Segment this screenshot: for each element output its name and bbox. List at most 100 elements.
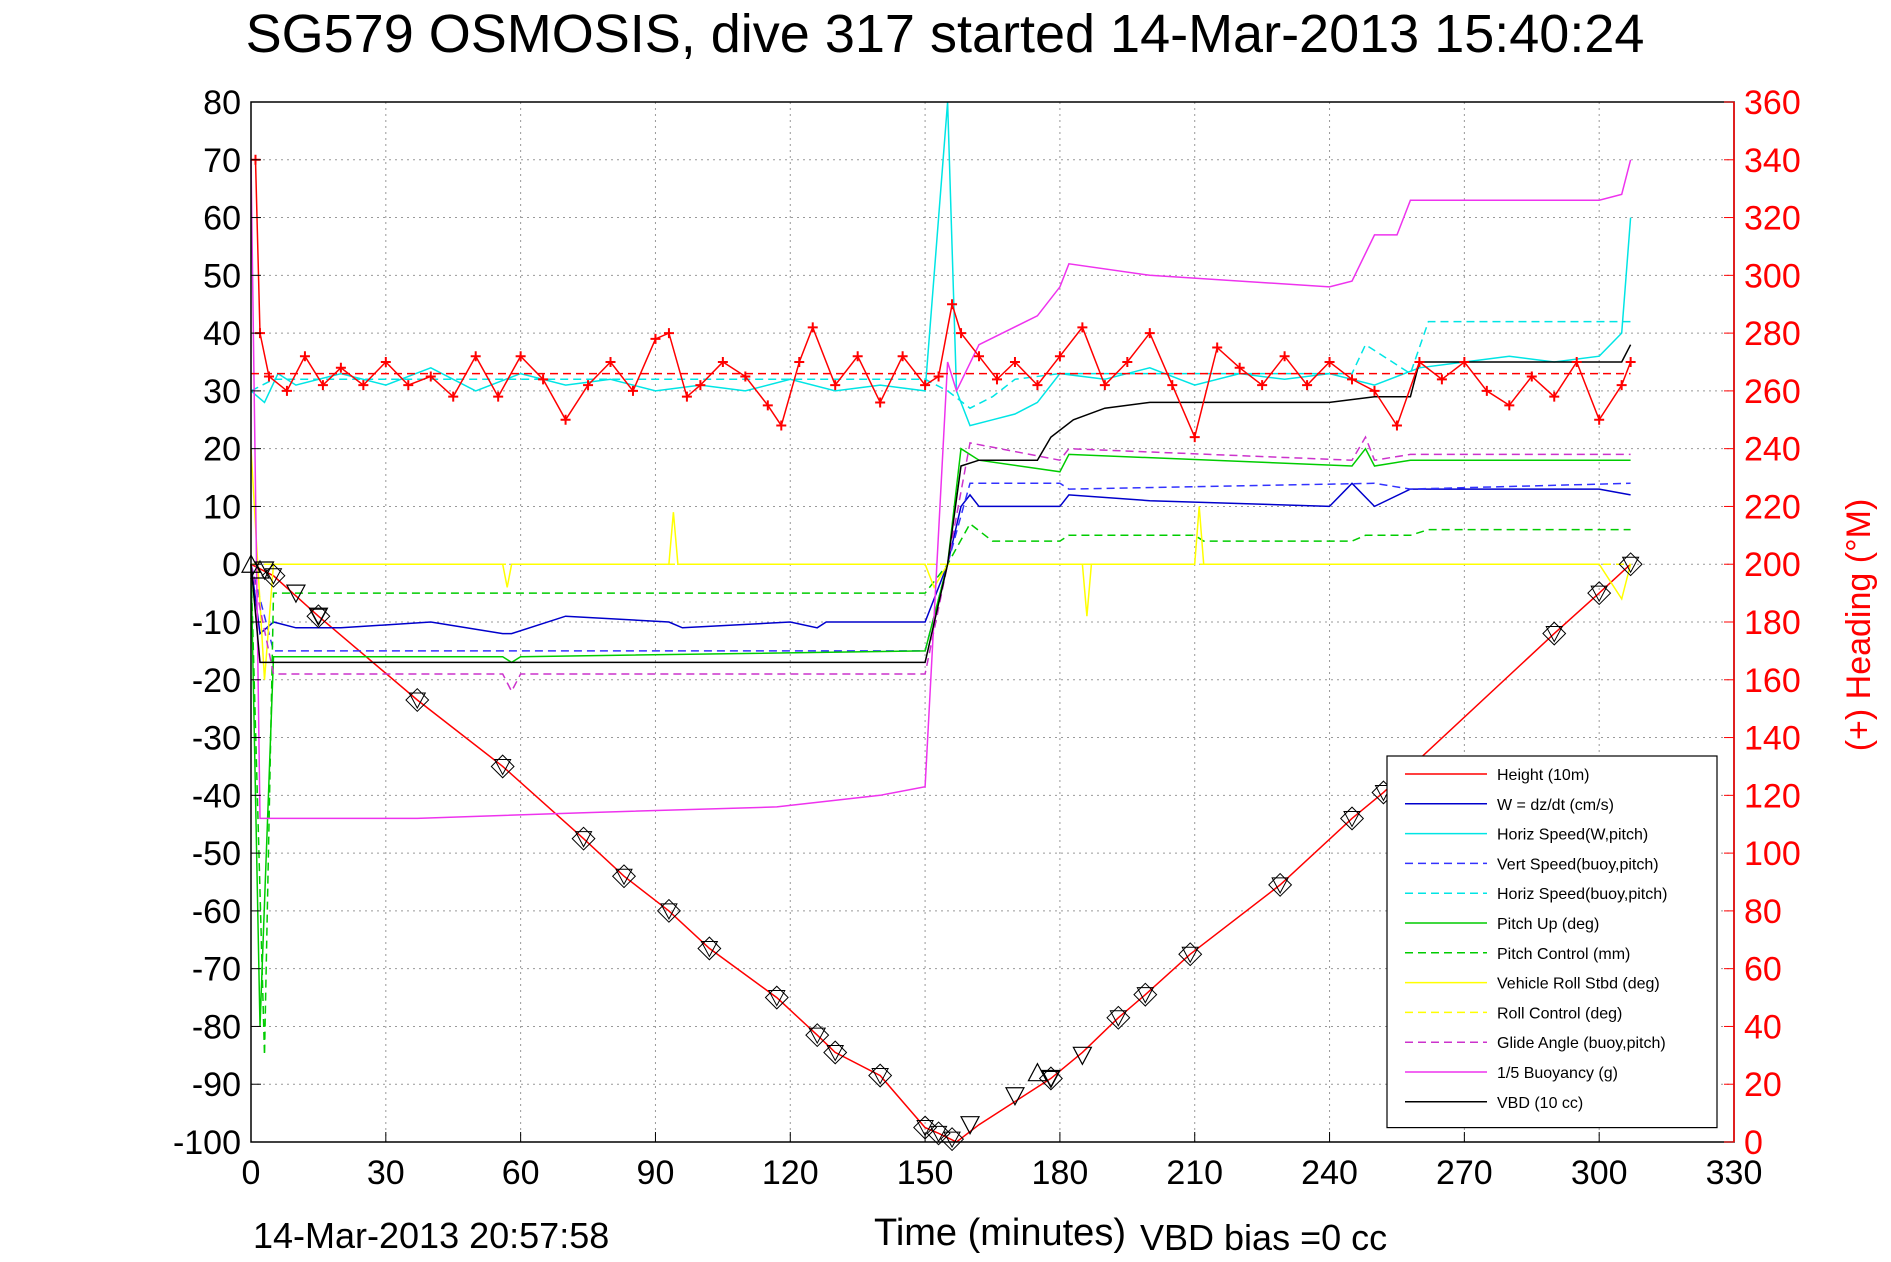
x-tick-label: 300: [1571, 1154, 1628, 1192]
heading-line: [254, 159, 1632, 440]
legend-label: Glide Angle (buoy,pitch): [1497, 1035, 1666, 1052]
depth-triangle-marker: [264, 568, 283, 585]
depth-triangle-marker: [1621, 556, 1640, 574]
heading-point: [1625, 357, 1636, 367]
y2-tick-label: 120: [1744, 777, 1801, 815]
depth-box-marker: [1587, 581, 1612, 606]
heading-point: [1436, 374, 1447, 385]
y-tick-label: 40: [203, 315, 241, 353]
footer-timestamp: 14-Mar-2013 20:57:58: [253, 1215, 609, 1256]
y-tick-label: 60: [203, 200, 241, 238]
heading-point: [380, 357, 391, 367]
heading-point: [358, 380, 369, 391]
heading-point: [974, 351, 985, 362]
heading-point: [920, 380, 931, 391]
heading-point: [794, 357, 805, 367]
x-tick-label: 150: [897, 1154, 954, 1192]
depth-triangle-up: [249, 559, 270, 579]
x-tick-label: 60: [502, 1154, 540, 1192]
heading-point: [1347, 374, 1358, 385]
x-tick-label: 210: [1166, 1154, 1223, 1192]
heading-point: [493, 391, 504, 402]
depth-triangle-marker: [493, 758, 512, 776]
depth-box-marker: [913, 1115, 938, 1140]
legend-label: Vehicle Roll Stbd (deg): [1497, 976, 1660, 993]
heading-point: [933, 371, 944, 382]
legend: Height (10m) W = dz/dt (cm/s) Horiz Speed(…: [1386, 755, 1718, 1129]
series-line-6: [250, 522, 1631, 1056]
y2-tick-label: 40: [1744, 1008, 1782, 1046]
heading-point: [317, 380, 328, 391]
heading-point: [830, 380, 841, 391]
y-tick-label: -60: [192, 893, 241, 931]
depth-box-marker: [1133, 982, 1158, 1007]
depth-box-marker: [1106, 1005, 1131, 1030]
y-tick-label: -90: [192, 1066, 241, 1104]
depth-triangle-down: [254, 561, 275, 581]
heading-point: [1189, 432, 1200, 443]
heading-point: [1594, 414, 1605, 425]
depth-box-marker: [405, 687, 430, 713]
depth-triangle-down: [1004, 1087, 1025, 1107]
series-line-5: [250, 447, 1631, 1027]
heading-point: [947, 299, 958, 310]
depth-triangle-marker: [871, 1068, 889, 1085]
heading-point: [875, 397, 886, 408]
depth-box-marker: [1038, 1066, 1063, 1091]
depth-triangle-up: [1027, 1062, 1048, 1082]
x-axis-ticks: 0 30 60 90 120 150 180 210 240 270 300 330: [242, 1132, 1762, 1192]
y2-axis-ticks: 3603403203002802602402202001801601401201…: [1724, 84, 1801, 1162]
depth-box-marker: [261, 563, 286, 588]
y-tick-label: -50: [192, 835, 241, 873]
heading-point: [650, 333, 661, 344]
y2-tick-label: 100: [1744, 835, 1801, 873]
heading-point: [560, 414, 571, 425]
heading-point: [425, 371, 436, 382]
heading-point: [776, 420, 787, 431]
y2-tick-label: 340: [1744, 142, 1801, 180]
heading-point: [583, 380, 594, 391]
depth-triangle-marker: [700, 940, 719, 958]
series-line-0: [250, 563, 1632, 1143]
depth-box-marker: [1339, 806, 1365, 831]
depth-box-marker: [926, 1121, 951, 1146]
depth-triangle-marker: [808, 1027, 827, 1045]
y2-tick-label: 280: [1744, 315, 1801, 353]
heading-point: [1324, 357, 1335, 367]
legend-label: Horiz Speed(buoy,pitch): [1497, 886, 1667, 903]
heading-point: [807, 322, 818, 333]
heading-point: [717, 357, 728, 367]
y2-tick-label: 160: [1744, 662, 1801, 700]
heading-point: [1504, 400, 1515, 411]
depth-triangle-marker: [1109, 1010, 1128, 1027]
depth-triangle-marker: [1271, 877, 1289, 894]
footer-vbd-bias: VBD bias =0 cc: [1140, 1217, 1387, 1258]
depth-box-marker: [1178, 942, 1203, 967]
y2-tick-label: 300: [1744, 257, 1801, 295]
legend-label: Height (10m): [1497, 767, 1589, 784]
heading-point: [299, 351, 310, 362]
depth-markers: [241, 552, 1643, 1152]
depth-triangle-down: [1040, 1069, 1061, 1089]
depth-box-marker: [611, 864, 637, 889]
x-tick-label: 0: [242, 1154, 261, 1192]
y-axis-ticks: 80 70 60 50 40 30 20 10 0 -10 -20 -30 -40 -50 -60 -70 -8…: [173, 84, 261, 1162]
heading-point: [991, 374, 1002, 385]
legend-label: Horiz Speed(W,pitch): [1497, 827, 1648, 844]
legend-label: VBD (10 cc): [1497, 1095, 1583, 1112]
depth-box-marker: [805, 1023, 830, 1048]
y-tick-label: -70: [192, 951, 241, 989]
x-tick-label: 30: [367, 1154, 405, 1192]
series-line-1: [250, 482, 1631, 636]
y2-tick-label: 320: [1744, 200, 1801, 238]
legend-label: W = dz/dt (cm/s): [1497, 797, 1614, 814]
heading-markers: [250, 154, 1636, 443]
depth-triangle-marker: [408, 692, 427, 710]
y-tick-label: 70: [203, 142, 241, 180]
depth-triangle-marker: [826, 1044, 845, 1062]
y2-tick-label: 360: [1744, 84, 1801, 122]
heading-point: [403, 380, 414, 391]
depth-box-marker: [656, 898, 681, 923]
heading-point: [1099, 380, 1110, 391]
